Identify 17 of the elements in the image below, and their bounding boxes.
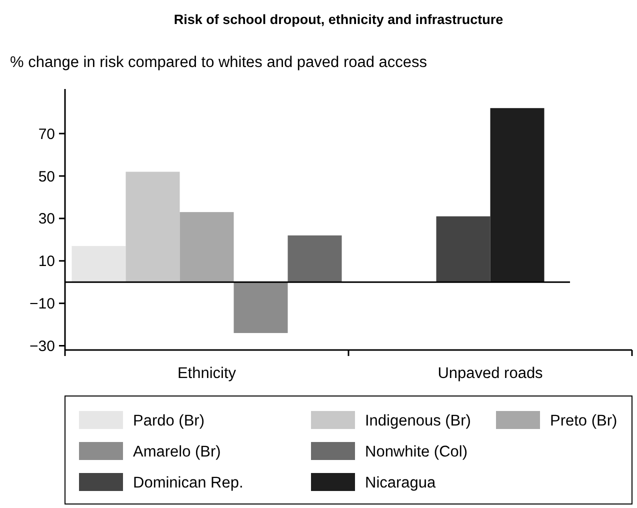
legend-label: Preto (Br) — [550, 412, 618, 430]
x-tick-label: Unpaved roads — [438, 365, 544, 382]
y-tick-label: 30 — [38, 210, 55, 228]
legend-label: Amarelo (Br) — [133, 443, 221, 460]
y-tick-label: 50 — [38, 168, 55, 186]
y-tick-label: −10 — [30, 296, 55, 313]
legend-label: Nicaragua — [365, 474, 436, 492]
y-tick-label: 70 — [38, 126, 55, 143]
y-tick-label: 10 — [38, 253, 55, 270]
legend-label: Dominican Rep. — [133, 474, 244, 492]
y-axis-title: % change in risk compared to whites and paved road access — [10, 54, 428, 71]
legend-label: Pardo (Br) — [133, 412, 204, 430]
legend-label: Indigenous (Br) — [365, 412, 471, 430]
legend-label: Nonwhite (Col) — [365, 443, 468, 460]
x-tick-label: Ethnicity — [177, 365, 236, 382]
y-tick-label: −30 — [30, 338, 55, 356]
chart-title: Risk of school dropout, ethnicity and infrastructure — [174, 12, 504, 27]
